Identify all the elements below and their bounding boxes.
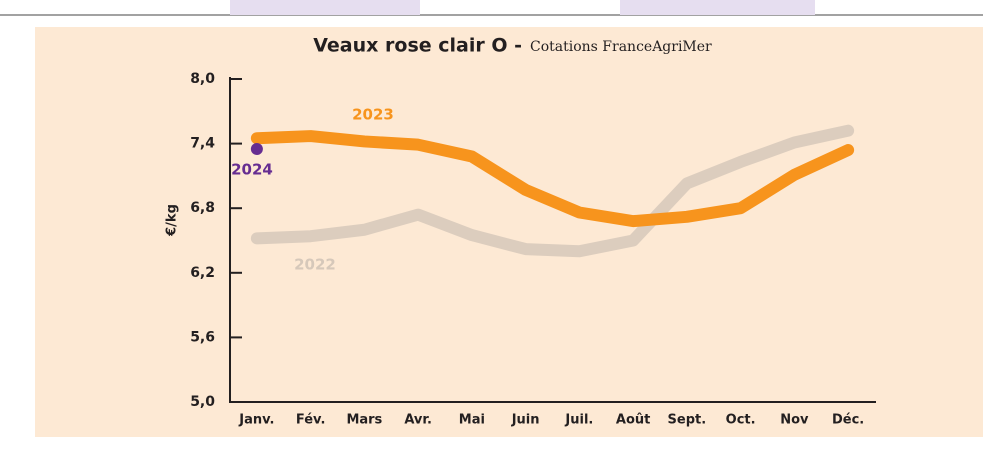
chart-background <box>35 27 983 437</box>
series-label: 2022 <box>294 256 336 274</box>
tab <box>230 0 420 15</box>
y-tick-label: 8,0 <box>190 71 215 87</box>
tab <box>620 0 815 15</box>
y-tick-label: 5,6 <box>190 329 215 345</box>
y-tick-label: 5,0 <box>190 394 215 410</box>
x-tick-label: Sept. <box>668 413 707 428</box>
chart-title: Veaux rose clair O - <box>313 35 522 57</box>
y-tick-label: 7,4 <box>190 136 215 152</box>
x-tick-label: Avr. <box>404 413 432 428</box>
x-tick-label: Août <box>616 413 650 428</box>
x-tick-label: Juin <box>511 413 540 428</box>
x-tick-label: Nov <box>780 413 809 428</box>
x-tick-label: Oct. <box>726 413 756 428</box>
y-tick-label: 6,8 <box>190 200 215 216</box>
series-line <box>250 130 855 228</box>
y-axis-label: €/kg <box>165 204 180 237</box>
x-tick-label: Fév. <box>296 413 326 428</box>
chart-subtitle: Cotations FranceAgriMer <box>530 39 712 55</box>
series-label: 2024 <box>231 161 273 179</box>
x-tick-label: Juil. <box>564 413 593 428</box>
x-tick-label: Déc. <box>832 413 864 428</box>
x-tick-label: Mai <box>459 413 485 428</box>
series-label: 2023 <box>352 106 394 124</box>
y-tick-label: 6,2 <box>190 265 215 281</box>
x-tick-label: Janv. <box>238 413 274 428</box>
series-line <box>250 124 855 258</box>
x-tick-label: Mars <box>346 413 382 428</box>
